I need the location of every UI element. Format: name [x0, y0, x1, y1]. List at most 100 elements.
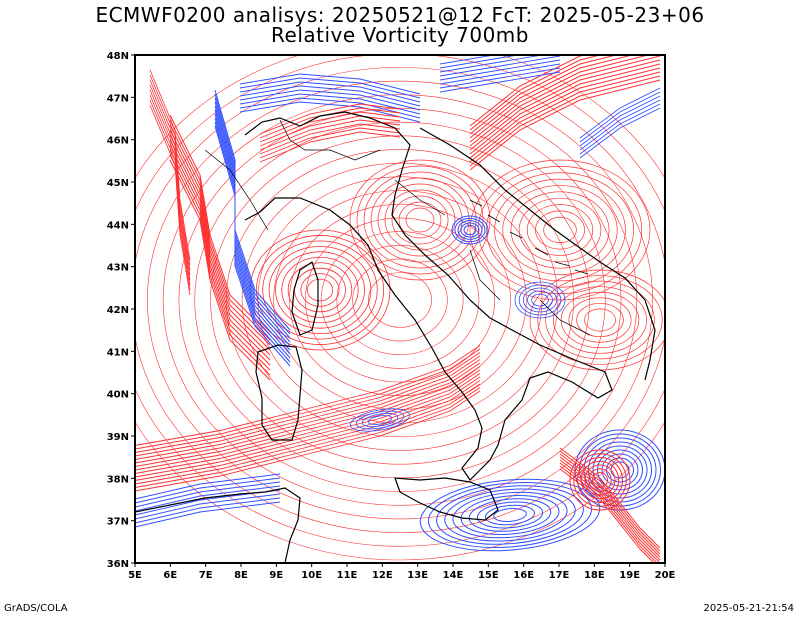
contour-line [169, 149, 271, 371]
contour-line [169, 129, 271, 351]
lat-label-45N: 45N [107, 178, 129, 189]
contour-line [469, 67, 661, 159]
contour-line [439, 71, 561, 93]
balkan-coastline [419, 127, 656, 381]
contour-line [239, 101, 421, 123]
lon-label-6E: 6E [163, 570, 177, 581]
contour-line [559, 468, 655, 563]
lon-label-11E: 11E [337, 570, 358, 581]
contour-line [300, 273, 340, 307]
lon-label-5E: 5E [128, 570, 142, 581]
lon-label-17E: 17E [549, 570, 570, 581]
contour-line [469, 63, 661, 155]
contour-line [135, 493, 281, 520]
contour-line [135, 477, 281, 504]
contour-line [135, 387, 481, 488]
contour-line [281, 256, 359, 324]
contour-line [214, 125, 291, 367]
contour-line [147, 80, 653, 520]
contour-line [289, 203, 511, 397]
lat-label-40N: 40N [107, 390, 129, 401]
contour-line [135, 380, 481, 481]
lat-label-47N: 47N [107, 93, 129, 104]
contour-line [452, 491, 568, 539]
contour-line [469, 79, 661, 171]
contour-line [268, 245, 372, 335]
contour-line [259, 115, 401, 147]
contour-line [135, 473, 281, 500]
contour-line [135, 390, 481, 492]
contour-line [259, 103, 401, 135]
contour-line [444, 488, 576, 542]
lon-label-12E: 12E [372, 570, 393, 581]
contour-line [363, 171, 477, 269]
corsica-coastline [291, 261, 319, 336]
lat-label-38N: 38N [107, 474, 129, 485]
contour-line [510, 191, 610, 269]
contour-line [239, 81, 421, 103]
contour-line [469, 75, 661, 167]
contour-line [239, 85, 421, 107]
tunisia-coastline [135, 487, 301, 563]
contour-line [336, 244, 464, 356]
vorticity-contours [135, 55, 665, 563]
contour-line [135, 345, 481, 446]
contour-line [469, 55, 619, 135]
footer-timestamp: 2025-05-21-21:54 [703, 603, 794, 614]
contour-line [579, 107, 661, 159]
contour-line [469, 55, 661, 147]
latitude-labels: 36N 37N 38N 39N 40N 41N 42N 43N 44N 45N 46N 47N 48N [107, 51, 129, 570]
contour-line [579, 99, 661, 151]
sardinia-coastline [255, 344, 303, 441]
contour-line [135, 359, 481, 460]
contour-line [469, 55, 603, 131]
contour-line [576, 302, 624, 338]
coastlines [135, 111, 656, 563]
contour-line [349, 159, 491, 281]
contour-line [494, 178, 626, 282]
contour-line [162, 94, 638, 506]
contour-line [574, 429, 665, 511]
contour-line [493, 508, 527, 522]
contour-line [135, 369, 481, 471]
map-area [135, 55, 665, 563]
contour-line [352, 258, 448, 342]
contour-line [135, 497, 281, 524]
lon-label-10E: 10E [301, 570, 322, 581]
lon-label-18E: 18E [584, 570, 605, 581]
contour-line [320, 231, 480, 369]
contour-line [543, 216, 577, 244]
contour-line [169, 139, 271, 361]
lon-label-7E: 7E [199, 570, 213, 581]
longitude-labels: 5E 6E 7E 8E 9E 10E 11E 12E 13E 14E 15E 16E 17E 18E 19E… [128, 570, 675, 581]
contour-line [275, 251, 365, 329]
contour-line [259, 127, 401, 159]
contour-line [559, 459, 661, 561]
contour-line [239, 89, 421, 111]
contour-line [169, 159, 271, 381]
chart-subtitle: Relative Vorticity 700mb [271, 23, 529, 47]
contour-line [135, 373, 481, 474]
contour-line [439, 59, 561, 81]
contour-line [469, 71, 661, 163]
contour-line [469, 55, 587, 127]
contour-line [522, 287, 558, 313]
contour-line [439, 67, 561, 89]
contour-line [579, 91, 661, 143]
lat-label-46N: 46N [107, 136, 129, 147]
contour-line [518, 284, 562, 316]
lat-label-42N: 42N [107, 305, 129, 316]
contour-line [527, 290, 553, 310]
lon-label-9E: 9E [269, 570, 283, 581]
contour-line [259, 111, 401, 143]
contour-line [135, 55, 665, 561]
contour-line [135, 481, 281, 508]
contour-line [361, 412, 399, 428]
contour-line [427, 482, 593, 548]
contour-line [169, 144, 271, 366]
contour-line [531, 293, 549, 307]
lat-label-43N: 43N [107, 263, 129, 274]
political-borders [204, 119, 591, 336]
contour-line [579, 95, 661, 147]
contour-line [545, 280, 655, 360]
